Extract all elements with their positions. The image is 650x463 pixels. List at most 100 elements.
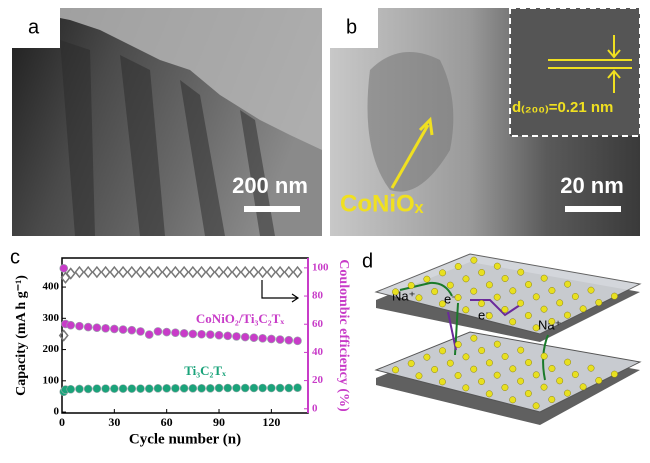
atom (462, 275, 470, 283)
marker (188, 329, 198, 339)
atom (556, 299, 564, 307)
marker (275, 265, 286, 279)
y2-tick-label: 60 (312, 318, 324, 330)
atom (509, 396, 517, 404)
atom (501, 353, 509, 360)
marker (267, 334, 276, 344)
atom (501, 306, 509, 313)
series-label: CoNiO₂/Ti₃C₂Tₓ (196, 311, 284, 326)
marker (127, 325, 137, 335)
panel-label: c (10, 246, 20, 268)
marker (205, 330, 215, 339)
marker (197, 384, 206, 393)
atom (478, 269, 486, 276)
atom (595, 299, 603, 306)
slab (374, 331, 642, 413)
atom (509, 365, 517, 373)
marker (110, 384, 119, 393)
atom (509, 287, 517, 295)
marker (258, 334, 267, 343)
y-axis-label: Capacity (mA h g⁻¹) (14, 275, 29, 396)
marker (100, 265, 111, 279)
marker (126, 265, 137, 279)
marker (214, 383, 224, 393)
atom (415, 294, 423, 302)
marker (257, 265, 268, 279)
x-axis-label: Cycle number (n) (129, 431, 241, 447)
atom (556, 377, 564, 385)
atom (493, 262, 501, 270)
atom (423, 275, 431, 283)
marker (284, 383, 294, 393)
atom (392, 288, 399, 296)
atom (431, 288, 439, 295)
atom (501, 384, 509, 391)
marker (222, 265, 233, 279)
marker (197, 329, 206, 339)
atom (579, 305, 587, 313)
panel-label: b (346, 16, 357, 38)
marker (65, 267, 76, 280)
marker (91, 265, 102, 279)
atom (564, 358, 572, 366)
atom (517, 346, 525, 354)
marker (101, 384, 110, 393)
marker (179, 384, 189, 393)
atom (462, 353, 470, 361)
atom (454, 263, 462, 270)
marker (153, 327, 163, 336)
marker (118, 325, 128, 334)
atom (525, 281, 532, 288)
marker (135, 265, 146, 279)
atom (470, 256, 478, 264)
marker (83, 322, 93, 332)
panel-c: c 0 30 60 90 120 0 100 200 300 400 0 20 40 60 80 100 Cyc… (10, 246, 351, 447)
marker (187, 265, 198, 279)
marker (58, 329, 69, 342)
label-box (12, 8, 60, 48)
atom (462, 306, 470, 314)
atom (493, 340, 501, 348)
atom (595, 377, 603, 384)
marker (232, 383, 241, 393)
atom (587, 286, 595, 294)
atom (439, 347, 446, 355)
marker (83, 384, 93, 394)
atom (454, 341, 462, 348)
atom (493, 371, 501, 379)
marker (66, 384, 76, 394)
marker (162, 384, 171, 393)
atom (532, 293, 540, 301)
scale-bar-label: 200 nm (232, 173, 308, 198)
marker (179, 329, 189, 338)
marker (275, 335, 285, 344)
slab (374, 253, 642, 335)
marker (144, 384, 154, 393)
atom (517, 268, 525, 276)
atom (485, 390, 493, 398)
atom (509, 318, 517, 326)
marker (118, 384, 128, 393)
marker (205, 384, 215, 393)
atom (540, 305, 548, 313)
marker (59, 264, 69, 273)
marker (170, 265, 181, 279)
marker (231, 265, 242, 279)
atom (611, 292, 618, 300)
panel-label: a (28, 16, 40, 38)
y2-tick-label: 40 (312, 346, 324, 358)
marker (240, 265, 251, 279)
marker (83, 265, 94, 279)
marker (284, 335, 294, 345)
atom (407, 360, 415, 367)
x-tick-label: 30 (108, 415, 120, 429)
marker (75, 321, 84, 331)
arrow (390, 116, 434, 189)
lattice-label: d₍₂₀₀₎=0.21 nm (512, 99, 613, 116)
marker (232, 332, 241, 341)
electron-path (470, 299, 521, 317)
atom (485, 312, 493, 320)
marker (101, 324, 110, 333)
marker (214, 265, 224, 279)
marker (275, 383, 285, 393)
